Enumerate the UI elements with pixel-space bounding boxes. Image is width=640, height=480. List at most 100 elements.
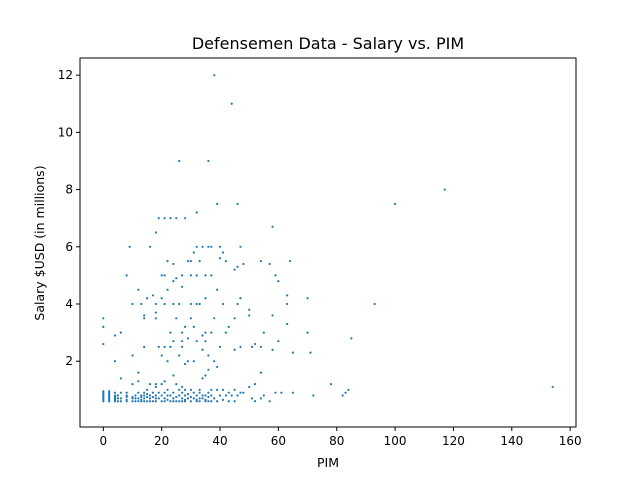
data-point bbox=[207, 400, 210, 403]
data-point bbox=[172, 397, 175, 400]
data-point bbox=[259, 397, 262, 400]
data-point bbox=[230, 394, 233, 397]
data-point bbox=[248, 314, 251, 317]
data-point bbox=[277, 280, 280, 283]
data-point bbox=[347, 388, 350, 391]
data-point bbox=[131, 395, 134, 399]
x-tick-label: 20 bbox=[154, 434, 169, 448]
data-point bbox=[218, 345, 222, 349]
y-tick-label: 4 bbox=[65, 297, 73, 311]
data-point bbox=[181, 285, 184, 288]
data-point bbox=[178, 388, 181, 391]
data-point bbox=[154, 394, 157, 397]
data-point bbox=[192, 391, 195, 394]
x-tick-label: 140 bbox=[500, 434, 523, 448]
data-point bbox=[183, 325, 187, 328]
data-point bbox=[204, 297, 207, 300]
data-point bbox=[175, 382, 178, 386]
data-point bbox=[131, 382, 134, 386]
data-point bbox=[157, 345, 160, 349]
data-point bbox=[233, 268, 236, 271]
data-point bbox=[163, 274, 166, 277]
data-point bbox=[119, 391, 122, 394]
data-point bbox=[239, 345, 242, 349]
data-point bbox=[271, 348, 274, 351]
data-point bbox=[201, 397, 204, 400]
data-point bbox=[125, 391, 128, 394]
data-point bbox=[198, 400, 201, 403]
data-point bbox=[146, 297, 149, 300]
data-point bbox=[210, 400, 213, 403]
data-point bbox=[189, 317, 192, 320]
data-point bbox=[443, 188, 446, 191]
data-point bbox=[280, 391, 283, 394]
data-point bbox=[195, 398, 198, 401]
axis-ticks: 0 20 40 60 80 100 120 140 160 2 4 6 8 10 12 bbox=[58, 68, 582, 448]
data-point bbox=[195, 245, 198, 248]
data-point bbox=[178, 394, 181, 397]
data-point bbox=[192, 325, 195, 328]
x-tick-label: 160 bbox=[559, 434, 582, 448]
data-point bbox=[154, 382, 157, 386]
data-point bbox=[154, 400, 157, 403]
data-point bbox=[137, 391, 140, 394]
data-point bbox=[151, 294, 155, 297]
data-point bbox=[213, 360, 216, 363]
data-point bbox=[286, 302, 289, 306]
data-point bbox=[242, 262, 245, 266]
data-point bbox=[175, 400, 178, 403]
data-point bbox=[204, 274, 207, 277]
chart-title: Defensemen Data - Salary vs. PIM bbox=[192, 34, 464, 53]
data-point bbox=[131, 302, 134, 306]
data-point bbox=[210, 394, 213, 397]
data-point bbox=[248, 308, 251, 311]
data-point bbox=[148, 245, 152, 248]
data-point bbox=[116, 394, 120, 397]
data-point bbox=[198, 391, 201, 394]
data-point bbox=[221, 302, 225, 306]
data-point bbox=[128, 245, 131, 248]
data-point bbox=[277, 340, 280, 343]
data-point bbox=[186, 393, 190, 396]
data-point bbox=[137, 380, 140, 383]
data-point bbox=[198, 388, 201, 391]
data-point bbox=[113, 394, 117, 397]
data-point bbox=[239, 391, 242, 394]
data-point bbox=[236, 202, 239, 205]
y-tick-label: 10 bbox=[58, 125, 73, 139]
data-point bbox=[169, 345, 172, 349]
data-point bbox=[216, 288, 219, 291]
data-point bbox=[271, 225, 274, 228]
data-point bbox=[102, 390, 105, 393]
data-point bbox=[207, 159, 210, 163]
data-point bbox=[394, 202, 397, 205]
data-point bbox=[213, 74, 216, 77]
data-point bbox=[172, 340, 175, 343]
x-axis-label: PIM bbox=[317, 455, 339, 470]
data-point bbox=[154, 302, 157, 306]
data-point bbox=[125, 398, 128, 401]
data-point bbox=[172, 262, 175, 266]
data-point bbox=[131, 354, 134, 357]
data-point bbox=[216, 400, 219, 403]
data-point bbox=[259, 371, 262, 374]
data-point bbox=[146, 393, 149, 396]
data-point bbox=[251, 397, 254, 400]
data-point bbox=[201, 348, 204, 351]
data-point bbox=[207, 354, 210, 357]
data-point bbox=[236, 394, 239, 397]
data-point bbox=[151, 400, 155, 403]
data-point bbox=[154, 311, 157, 314]
data-point bbox=[204, 340, 207, 343]
data-point bbox=[201, 245, 204, 248]
y-tick-label: 2 bbox=[65, 354, 73, 368]
data-point bbox=[218, 394, 222, 397]
data-point bbox=[154, 231, 157, 234]
data-point bbox=[224, 259, 227, 263]
data-point bbox=[134, 394, 137, 397]
data-point bbox=[172, 400, 175, 403]
data-point bbox=[271, 314, 274, 317]
data-point bbox=[134, 400, 137, 403]
data-point bbox=[198, 397, 201, 400]
data-point bbox=[341, 394, 344, 397]
